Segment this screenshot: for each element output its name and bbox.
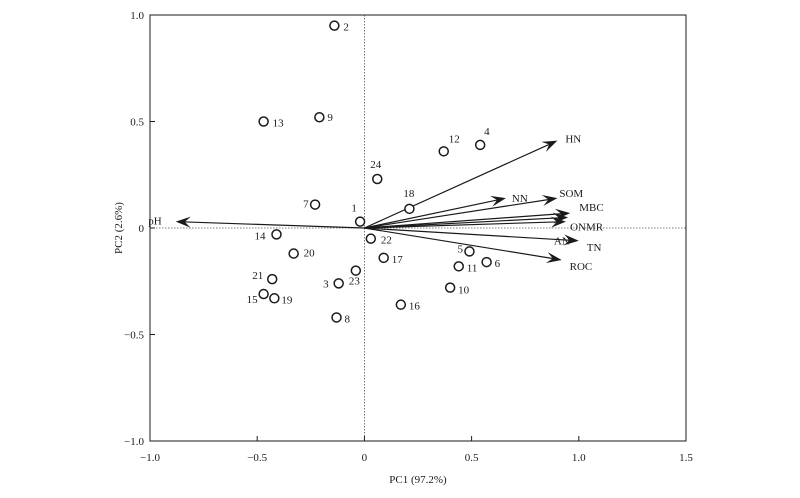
sample-label-6: 6 bbox=[495, 258, 501, 270]
sample-label-21: 21 bbox=[252, 270, 263, 282]
sample-label-7: 7 bbox=[303, 199, 309, 211]
loading-arrow-onmr bbox=[364, 217, 563, 229]
y-tick-label: 0.5 bbox=[130, 117, 144, 129]
arrow-head-som bbox=[541, 195, 558, 206]
sample-point-2 bbox=[329, 20, 340, 31]
sample-point-4 bbox=[474, 139, 486, 151]
sample-label-15: 15 bbox=[247, 294, 259, 306]
sample-point-11 bbox=[453, 261, 464, 272]
arrow-head-nn bbox=[490, 195, 506, 207]
sample-label-10: 10 bbox=[458, 285, 470, 297]
sample-label-23: 23 bbox=[349, 276, 361, 288]
x-tick-label: −0.5 bbox=[247, 452, 267, 464]
arrow-head-roc bbox=[545, 252, 562, 263]
x-tick-label: 0.5 bbox=[465, 452, 479, 464]
x-axis-label: PC1 (97.2%) bbox=[389, 474, 447, 486]
sample-point-13 bbox=[258, 116, 269, 127]
sample-label-20: 20 bbox=[304, 248, 316, 260]
sample-label-18: 18 bbox=[403, 188, 415, 200]
y-tick-label: −1.0 bbox=[124, 436, 144, 448]
sample-label-1: 1 bbox=[351, 203, 357, 215]
sample-point-15 bbox=[258, 288, 269, 300]
sample-label-16: 16 bbox=[409, 301, 421, 313]
loading-label-mbc: MBC bbox=[579, 202, 603, 214]
sample-label-8: 8 bbox=[345, 313, 351, 325]
sample-point-6 bbox=[481, 256, 492, 268]
sample-point-21 bbox=[266, 273, 278, 285]
sample-label-24: 24 bbox=[370, 159, 382, 171]
y-tick-label: −0.5 bbox=[124, 330, 144, 342]
loading-label-tn: TN bbox=[587, 242, 602, 254]
sample-point-12 bbox=[438, 146, 449, 157]
loading-arrow-mbc bbox=[364, 212, 565, 229]
loading-label-an: AN bbox=[554, 236, 570, 248]
sample-point-1 bbox=[354, 216, 366, 227]
x-tick-label: −1.0 bbox=[140, 452, 160, 464]
sample-point-20 bbox=[288, 248, 299, 259]
sample-point-3 bbox=[333, 278, 344, 289]
sample-label-11: 11 bbox=[467, 262, 478, 274]
sample-label-9: 9 bbox=[327, 112, 333, 124]
sample-point-14 bbox=[271, 229, 282, 240]
y-tick-label: 1.0 bbox=[130, 10, 144, 22]
sample-point-18 bbox=[404, 203, 415, 215]
sample-label-5: 5 bbox=[457, 243, 463, 255]
y-axis-label: PC2 (2.6%) bbox=[113, 202, 125, 254]
loading-arrow-tn bbox=[364, 227, 573, 242]
y-tick-label: 0 bbox=[139, 223, 145, 235]
sample-point-5 bbox=[464, 246, 475, 257]
sample-label-14: 14 bbox=[254, 230, 266, 242]
loading-arrow-nn bbox=[364, 198, 501, 229]
loading-arrow-som bbox=[364, 198, 552, 229]
loading-label-onmr: ONMR bbox=[570, 221, 604, 233]
sample-label-3: 3 bbox=[323, 278, 329, 290]
sample-point-24 bbox=[372, 173, 383, 185]
sample-point-16 bbox=[395, 299, 407, 310]
x-tick-label: 1.0 bbox=[572, 452, 586, 464]
sample-label-12: 12 bbox=[449, 133, 460, 145]
loading-arrow-roc bbox=[364, 227, 556, 260]
loading-arrow-an bbox=[364, 221, 560, 229]
sample-label-2: 2 bbox=[343, 22, 349, 34]
arrow-head-hn bbox=[541, 140, 558, 152]
sample-point-22 bbox=[365, 233, 377, 244]
sample-point-23 bbox=[350, 265, 362, 276]
arrow-head-ph bbox=[175, 216, 191, 228]
loading-label-som: SOM bbox=[559, 188, 583, 200]
loading-label-roc: ROC bbox=[570, 261, 593, 273]
sample-point-10 bbox=[444, 282, 456, 293]
loading-label-ph: pH bbox=[148, 216, 162, 228]
sample-label-22: 22 bbox=[381, 235, 392, 247]
arrow-head-tn bbox=[563, 234, 579, 246]
loading-arrow-ph bbox=[181, 221, 365, 229]
sample-point-17 bbox=[378, 252, 389, 264]
sample-label-4: 4 bbox=[484, 126, 490, 138]
sample-point-9 bbox=[314, 111, 325, 123]
loading-label-nn: NN bbox=[512, 193, 528, 205]
sample-point-7 bbox=[309, 199, 321, 210]
sample-label-13: 13 bbox=[273, 118, 285, 130]
sample-point-19 bbox=[269, 293, 280, 304]
sample-label-17: 17 bbox=[392, 254, 404, 266]
sample-point-8 bbox=[331, 312, 342, 323]
loading-label-hn: HN bbox=[565, 134, 581, 146]
arrow-head-an bbox=[550, 216, 566, 228]
loading-arrow-hn bbox=[364, 142, 553, 229]
sample-label-19: 19 bbox=[281, 294, 293, 306]
x-tick-label: 1.5 bbox=[679, 452, 693, 464]
x-tick-label: 0 bbox=[362, 452, 368, 464]
